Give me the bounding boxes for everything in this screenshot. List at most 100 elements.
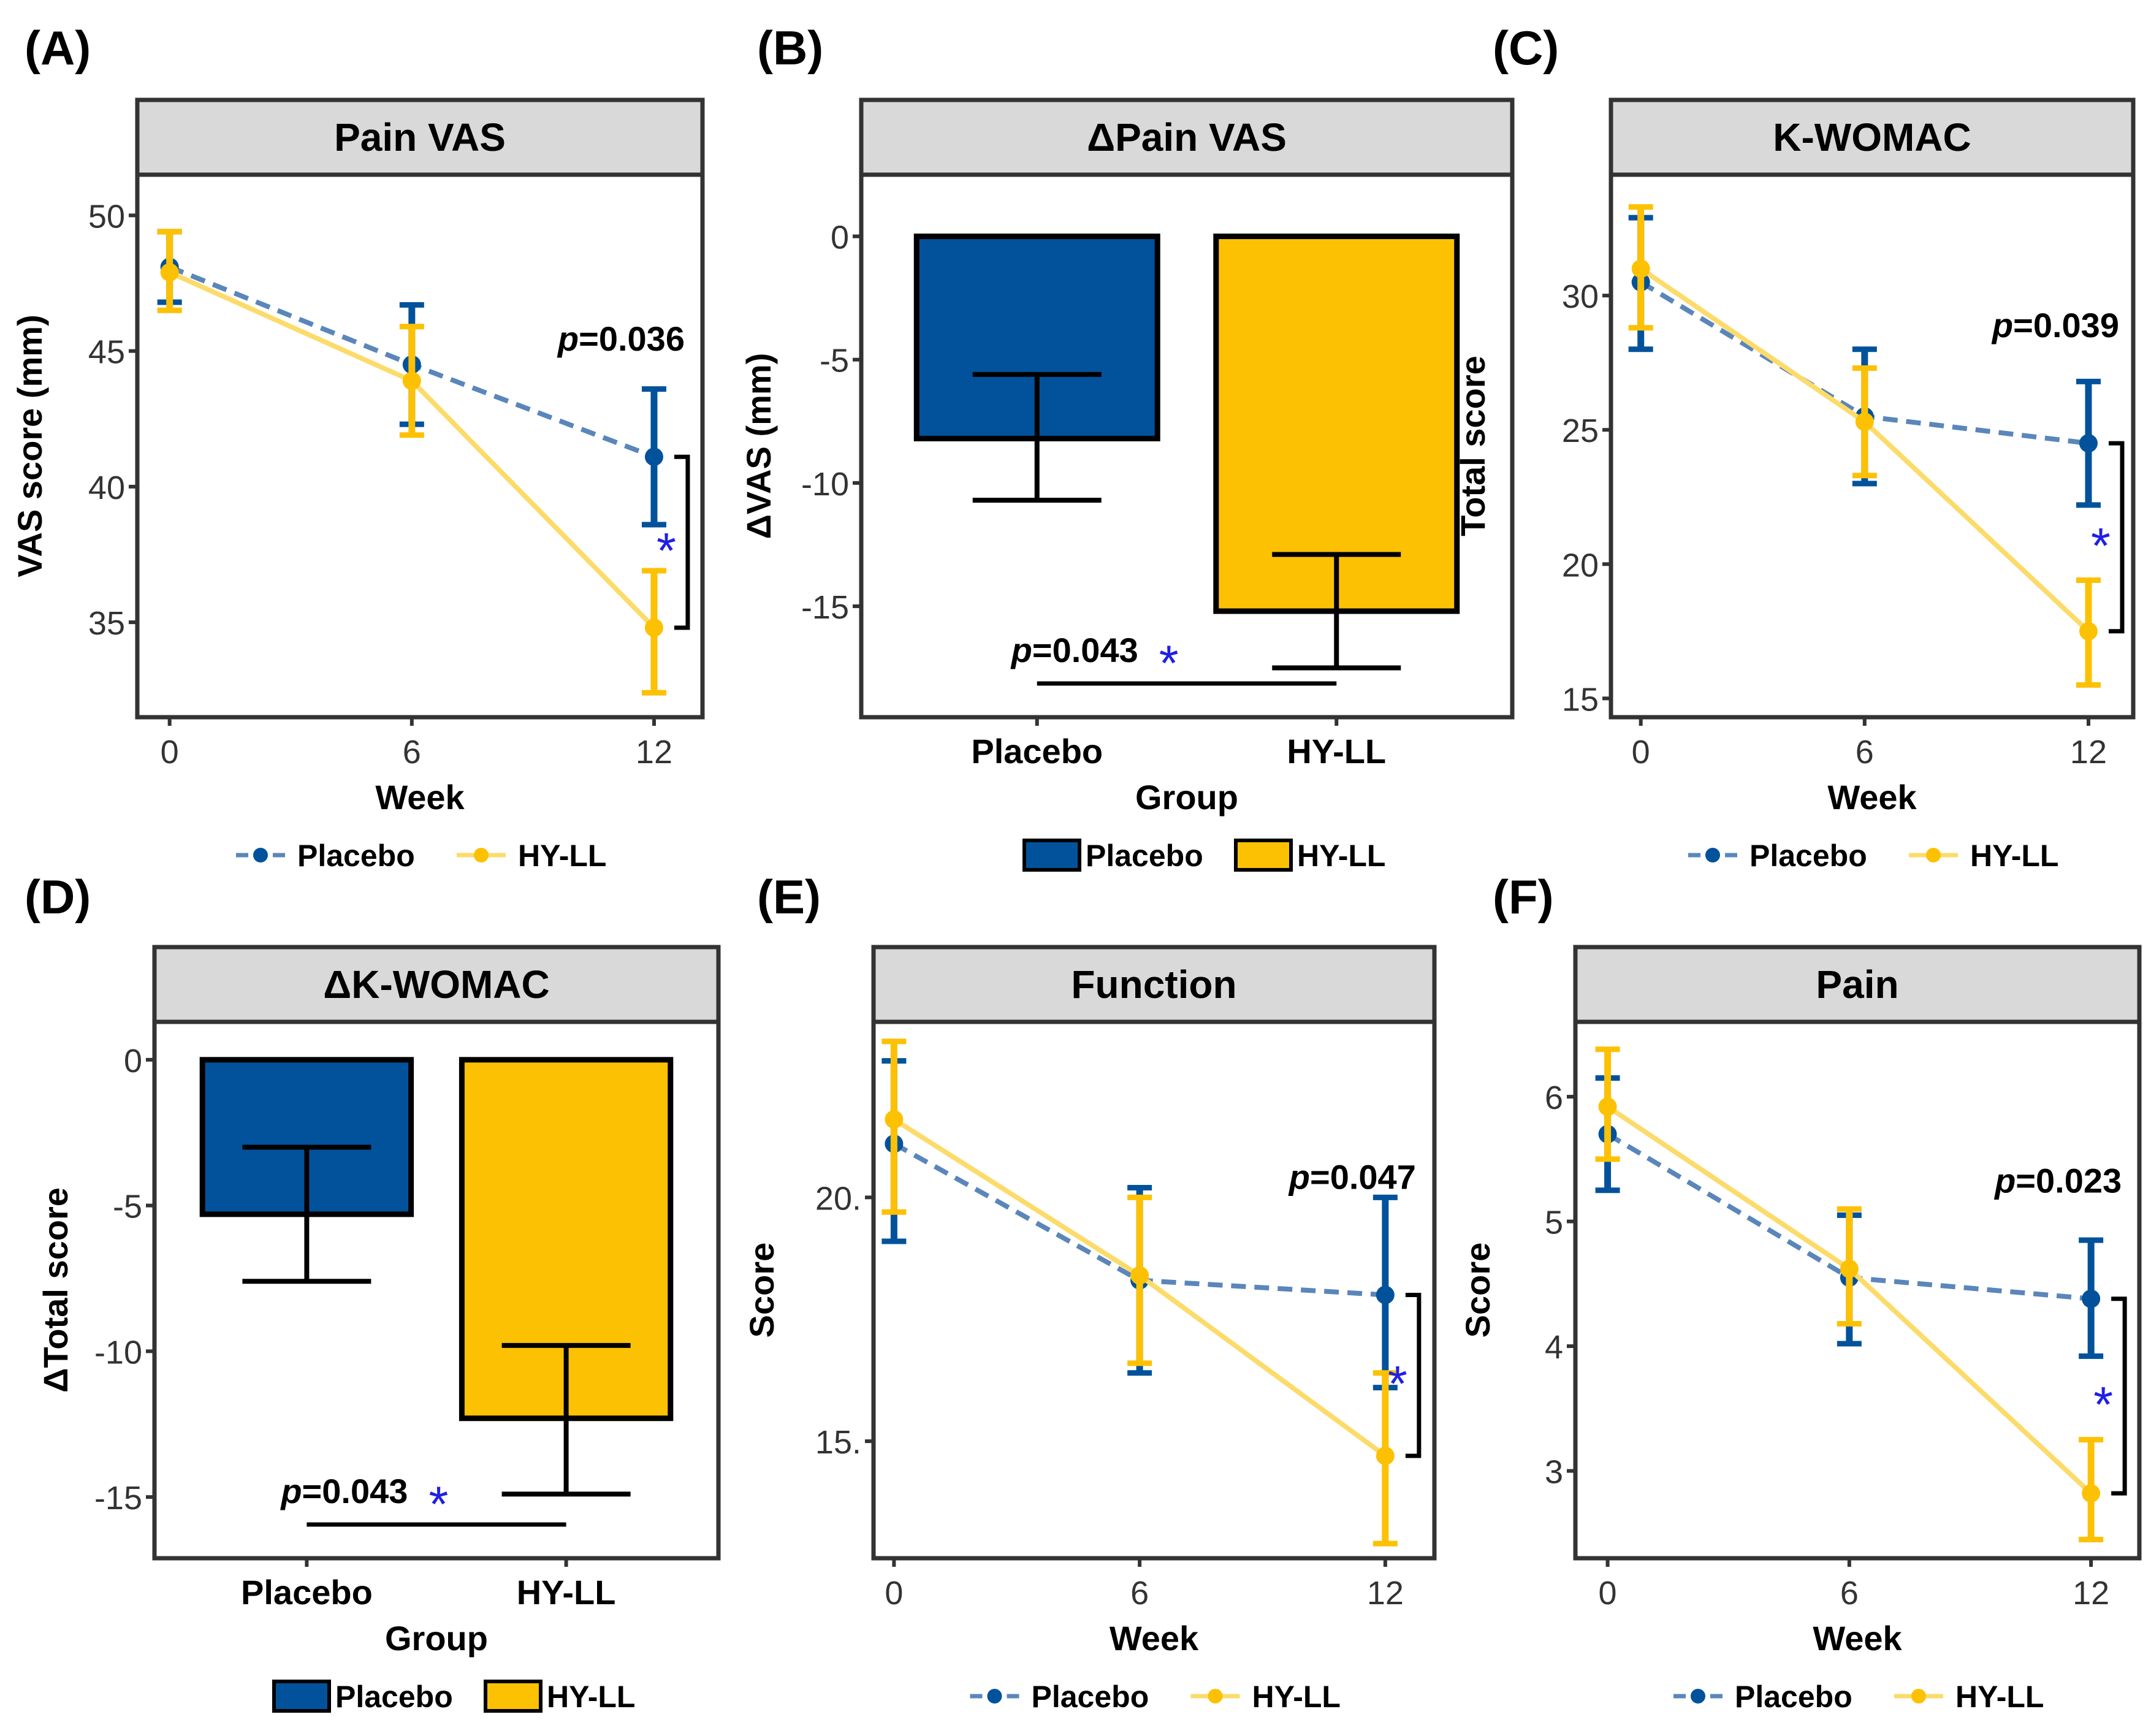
y-tick-label: 45 bbox=[88, 334, 125, 371]
data-point-hy-ll bbox=[1130, 1266, 1149, 1285]
y-tick-label: 50 bbox=[88, 198, 125, 235]
panel-a: (A) Pain VAS 35 40 45 50 VAS score (mm) 0 6 12 Wee… bbox=[10, 21, 705, 873]
legend-swatch-placebo bbox=[1022, 839, 1081, 872]
y-axis-label: Total score bbox=[1453, 356, 1492, 536]
plot-frame bbox=[871, 1019, 1437, 1561]
x-tick-label: 6 bbox=[1856, 734, 1874, 771]
x-axis-label: Group bbox=[1135, 778, 1238, 817]
p-label-p: p bbox=[1010, 631, 1032, 669]
legend-label-hy-ll: HY-LL bbox=[1970, 839, 2058, 873]
y-tick-label: 0 bbox=[124, 1043, 142, 1079]
x-tick-label: 6 bbox=[1130, 1575, 1149, 1612]
y-tick-label: 6 bbox=[1545, 1079, 1563, 1116]
y-tick-label: 15. bbox=[815, 1424, 861, 1461]
plot-frame bbox=[1608, 172, 2136, 720]
significance-star: * bbox=[428, 1477, 448, 1532]
plot-frame bbox=[859, 172, 1515, 720]
p-value-label: p=0.043 bbox=[1010, 631, 1138, 669]
data-point-hy-ll bbox=[1855, 413, 1874, 432]
legend: Placebo HY-LL bbox=[1022, 839, 1385, 873]
plot-frame bbox=[152, 1019, 721, 1561]
p-value-label: p=0.039 bbox=[1991, 306, 2119, 345]
legend-dot-hy-ll bbox=[1926, 848, 1941, 862]
x-tick-label: Placebo bbox=[971, 732, 1103, 771]
legend-dot-hy-ll bbox=[1208, 1689, 1223, 1704]
data-point-hy-ll bbox=[1631, 259, 1650, 278]
panel-e: (E) Function 15. 20. Score 0 6 12 Week * p=0.047 Pl… bbox=[742, 870, 1437, 1714]
panel-label: (E) bbox=[757, 870, 821, 924]
legend-dot-placebo bbox=[253, 848, 268, 862]
legend-dot-hy-ll bbox=[474, 848, 489, 862]
legend-label-hy-ll: HY-LL bbox=[1955, 1680, 2044, 1714]
legend-label-placebo: Placebo bbox=[1735, 1680, 1852, 1714]
legend-label-placebo: Placebo bbox=[1086, 839, 1203, 873]
y-tick-label: -10 bbox=[94, 1334, 142, 1371]
legend: Placebo HY-LL bbox=[236, 839, 606, 873]
y-tick-label: -5 bbox=[820, 343, 849, 379]
y-tick-label: 20 bbox=[1562, 547, 1599, 584]
significance-bracket bbox=[674, 454, 690, 630]
y-tick-label: 5 bbox=[1545, 1205, 1563, 1241]
x-axis-label: Week bbox=[1827, 778, 1917, 817]
panel-title: K-WOMAC bbox=[1773, 115, 1971, 159]
p-label-value: =0.023 bbox=[2016, 1162, 2122, 1200]
y-axis-label: VAS score (mm) bbox=[10, 314, 49, 577]
y-tick-label: 30 bbox=[1562, 278, 1599, 315]
x-tick-label: HY-LL bbox=[517, 1573, 616, 1612]
y-tick-label: 35 bbox=[88, 605, 125, 642]
x-tick-label: 0 bbox=[1632, 734, 1650, 771]
p-label-value: =0.043 bbox=[1032, 631, 1138, 669]
legend-label-hy-ll: HY-LL bbox=[1252, 1680, 1341, 1714]
legend-swatch-hy-ll bbox=[484, 1680, 543, 1713]
y-tick-label: 25 bbox=[1562, 413, 1599, 449]
x-tick-label: 0 bbox=[1599, 1575, 1617, 1612]
data-point-hy-ll bbox=[2082, 1484, 2101, 1503]
panel-title: Pain bbox=[1816, 962, 1898, 1007]
bar-hy-ll bbox=[1213, 234, 1460, 614]
y-tick-label: -15 bbox=[94, 1480, 142, 1517]
x-tick-label: HY-LL bbox=[1287, 732, 1386, 771]
p-value-label: p=0.047 bbox=[1288, 1157, 1416, 1196]
panel-label: (B) bbox=[757, 21, 823, 75]
x-tick-label: 12 bbox=[2073, 1575, 2109, 1612]
panel-f: (F) Pain 3 4 5 6 Score 0 6 12 Week * p=0.023 Placebo H… bbox=[1458, 870, 2142, 1714]
p-label-value: =0.043 bbox=[302, 1472, 408, 1510]
y-axis-label: Score bbox=[742, 1243, 781, 1338]
legend-swatch-placebo bbox=[272, 1680, 331, 1713]
legend-label-placebo: Placebo bbox=[335, 1680, 453, 1714]
p-label-p: p bbox=[557, 319, 579, 358]
significance-star: * bbox=[1388, 1357, 1407, 1412]
significance-star: * bbox=[2091, 518, 2111, 574]
x-axis-label: Week bbox=[375, 778, 465, 817]
y-tick-label: 20. bbox=[815, 1180, 861, 1217]
significance-star: * bbox=[2093, 1377, 2113, 1433]
x-tick-label: 0 bbox=[161, 734, 179, 771]
y-tick-label: -15 bbox=[801, 589, 849, 626]
legend-dot-hy-ll bbox=[1911, 1689, 1926, 1704]
x-axis-label: Week bbox=[1813, 1619, 1902, 1658]
data-point-hy-ll bbox=[644, 618, 663, 637]
legend-label-hy-ll: HY-LL bbox=[547, 1680, 635, 1714]
panel-title: Pain VAS bbox=[334, 115, 506, 159]
legend-label-hy-ll: HY-LL bbox=[1297, 839, 1385, 873]
y-axis-label: ΔTotal score bbox=[36, 1187, 75, 1393]
data-point-hy-ll bbox=[160, 263, 179, 282]
panel-d: (D) ΔK-WOMAC 0 -5 -10 -15 ΔTotal score Placebo H… bbox=[25, 870, 721, 1714]
legend-dot-placebo bbox=[987, 1689, 1002, 1704]
data-point-hy-ll bbox=[402, 371, 421, 390]
data-point-hy-ll bbox=[1598, 1097, 1617, 1116]
y-tick-label: -10 bbox=[801, 466, 849, 503]
p-value-label: p=0.036 bbox=[557, 319, 685, 358]
panel-label: (F) bbox=[1493, 870, 1554, 924]
x-tick-label: 6 bbox=[1840, 1575, 1859, 1612]
y-tick-label: 0 bbox=[831, 219, 849, 256]
data-point-placebo bbox=[2082, 1289, 2101, 1308]
panel-title-strip bbox=[135, 97, 705, 177]
significance-star: * bbox=[1159, 636, 1179, 691]
p-label-p: p bbox=[1991, 306, 2013, 345]
legend-swatch-hy-ll bbox=[1234, 839, 1293, 872]
x-tick-label: 0 bbox=[885, 1575, 903, 1612]
p-label-value: =0.039 bbox=[2013, 306, 2119, 345]
plot-frame bbox=[135, 172, 705, 720]
